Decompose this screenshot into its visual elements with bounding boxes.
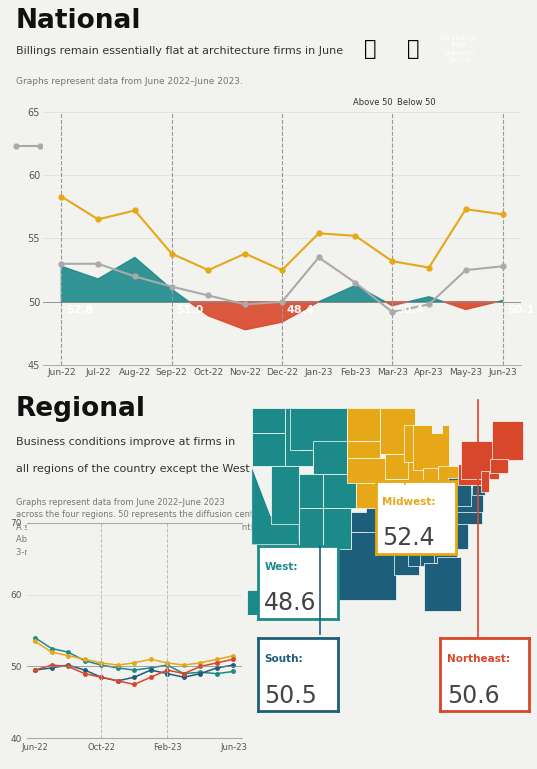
Text: Below 50: Below 50 [397,98,436,107]
Text: 48.6: 48.6 [264,591,317,615]
Text: 👍: 👍 [364,38,377,59]
Polygon shape [299,474,323,508]
Text: Business conditions improve at firms in: Business conditions improve at firms in [16,438,235,448]
Polygon shape [394,541,419,574]
Polygon shape [448,478,471,506]
Polygon shape [299,508,323,553]
Polygon shape [347,441,380,458]
Polygon shape [252,408,285,433]
Polygon shape [323,474,356,508]
Polygon shape [285,408,314,466]
Polygon shape [351,508,391,532]
Polygon shape [380,408,416,454]
Polygon shape [252,433,285,466]
Text: 51.0: 51.0 [176,305,204,315]
Polygon shape [347,408,380,441]
Polygon shape [384,454,411,478]
Polygon shape [424,558,461,611]
Text: South:: South: [264,654,303,664]
Text: 50.5: 50.5 [264,684,317,707]
Text: Inquiries: Inquiries [191,139,233,149]
Text: Graphs represent data from June 2022–June 2023
across the four regions. 50 repre: Graphs represent data from June 2022–Jun… [16,498,264,557]
Polygon shape [408,524,422,565]
Text: 50.4: 50.4 [397,305,424,315]
Polygon shape [438,466,458,496]
Polygon shape [285,135,311,152]
Polygon shape [323,508,351,553]
Polygon shape [404,424,430,462]
Polygon shape [434,524,456,563]
Polygon shape [252,466,299,544]
Polygon shape [445,522,468,549]
Polygon shape [413,424,448,471]
Text: Regional: Regional [16,396,146,422]
Text: Billings remain essentially flat at architecture firms in June: Billings remain essentially flat at arch… [16,46,343,56]
Polygon shape [492,421,523,461]
Polygon shape [423,468,438,501]
Polygon shape [481,471,489,492]
Text: Billings: Billings [320,139,355,149]
Text: National: National [16,8,142,34]
Text: Northeast:: Northeast: [447,654,511,664]
Polygon shape [247,591,280,615]
Polygon shape [314,441,347,474]
Text: West:: West: [264,562,297,572]
Polygon shape [473,485,485,495]
Text: 48.4: 48.4 [286,305,314,315]
Polygon shape [271,466,299,524]
Text: all regions of the country except the West: all regions of the country except the We… [16,464,250,474]
Polygon shape [296,135,310,150]
Polygon shape [418,490,452,511]
Polygon shape [461,441,499,478]
Polygon shape [391,511,416,541]
Polygon shape [420,524,437,565]
Polygon shape [389,478,418,516]
Polygon shape [413,510,453,524]
Polygon shape [285,598,304,615]
Text: Design Contracts: Design Contracts [46,139,130,149]
Text: 52.4: 52.4 [382,526,435,550]
Polygon shape [335,511,396,601]
Text: 50.6: 50.6 [447,684,500,707]
Polygon shape [356,483,391,508]
Polygon shape [347,458,387,483]
Text: No change
from
previous
period: No change from previous period [440,35,478,63]
Text: Midwest:: Midwest: [382,497,436,507]
Text: 👎: 👎 [407,38,420,59]
Polygon shape [440,511,482,524]
Text: Graphs represent data from June 2022–June 2023.: Graphs represent data from June 2022–Jun… [16,77,243,86]
Polygon shape [408,462,425,508]
Polygon shape [290,408,347,450]
Text: 50.1: 50.1 [507,305,534,315]
Polygon shape [458,464,485,485]
Text: Above 50: Above 50 [353,98,393,107]
Polygon shape [443,487,483,511]
Text: 52.8: 52.8 [66,305,93,315]
Polygon shape [490,458,509,473]
